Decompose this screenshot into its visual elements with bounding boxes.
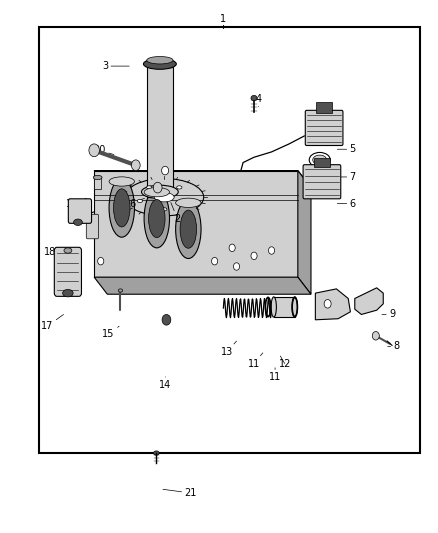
Text: 11: 11 <box>248 353 263 368</box>
FancyBboxPatch shape <box>274 297 295 317</box>
Circle shape <box>162 314 171 325</box>
Text: 20: 20 <box>94 146 114 155</box>
Ellipse shape <box>162 208 167 211</box>
Text: 13: 13 <box>221 341 237 357</box>
Text: 12: 12 <box>279 356 291 368</box>
Polygon shape <box>315 289 350 320</box>
Polygon shape <box>94 277 311 294</box>
Text: 17: 17 <box>41 314 64 331</box>
FancyBboxPatch shape <box>314 158 330 167</box>
Ellipse shape <box>251 95 257 101</box>
Polygon shape <box>298 171 311 294</box>
Text: 7: 7 <box>337 172 356 182</box>
Ellipse shape <box>143 59 177 69</box>
Circle shape <box>324 300 331 308</box>
Text: 15: 15 <box>102 326 119 339</box>
Text: 10: 10 <box>366 294 382 303</box>
Ellipse shape <box>141 185 178 199</box>
Ellipse shape <box>176 198 201 207</box>
Circle shape <box>98 257 104 265</box>
FancyBboxPatch shape <box>94 177 101 189</box>
Circle shape <box>153 182 162 193</box>
Text: 11: 11 <box>269 368 281 382</box>
Ellipse shape <box>271 297 276 317</box>
Text: 4: 4 <box>255 94 261 107</box>
Polygon shape <box>355 288 383 314</box>
Text: 1: 1 <box>220 14 226 27</box>
Text: 18: 18 <box>44 247 70 256</box>
Bar <box>39 27 420 453</box>
Ellipse shape <box>144 188 170 197</box>
Circle shape <box>131 160 140 171</box>
FancyBboxPatch shape <box>303 165 341 199</box>
Text: 5: 5 <box>337 144 356 154</box>
Ellipse shape <box>109 177 134 186</box>
Text: 9: 9 <box>382 310 395 319</box>
Ellipse shape <box>137 199 142 203</box>
FancyBboxPatch shape <box>305 110 343 146</box>
Ellipse shape <box>118 289 123 292</box>
Ellipse shape <box>125 179 204 216</box>
Ellipse shape <box>144 189 170 248</box>
Ellipse shape <box>109 179 134 237</box>
Circle shape <box>251 252 257 260</box>
Circle shape <box>233 263 240 270</box>
Ellipse shape <box>64 248 72 253</box>
Circle shape <box>162 166 169 175</box>
Ellipse shape <box>147 186 152 189</box>
Circle shape <box>212 257 218 265</box>
Ellipse shape <box>154 192 174 202</box>
Text: 3: 3 <box>102 61 129 71</box>
Circle shape <box>89 144 99 157</box>
Ellipse shape <box>176 200 201 259</box>
Ellipse shape <box>186 199 191 203</box>
Circle shape <box>229 244 235 252</box>
FancyBboxPatch shape <box>86 214 99 239</box>
Ellipse shape <box>292 297 297 317</box>
Circle shape <box>372 332 379 340</box>
Ellipse shape <box>74 219 82 225</box>
Circle shape <box>268 247 275 254</box>
Text: 8: 8 <box>388 342 399 351</box>
Polygon shape <box>147 67 173 197</box>
Ellipse shape <box>177 186 182 189</box>
Ellipse shape <box>147 56 173 64</box>
Text: 2: 2 <box>171 203 180 223</box>
FancyBboxPatch shape <box>68 199 92 223</box>
Polygon shape <box>94 171 311 188</box>
Ellipse shape <box>313 155 327 165</box>
Polygon shape <box>94 171 298 277</box>
Text: 14: 14 <box>159 377 172 390</box>
Ellipse shape <box>113 189 130 227</box>
Ellipse shape <box>180 210 197 248</box>
Ellipse shape <box>63 289 73 297</box>
FancyBboxPatch shape <box>54 247 81 296</box>
Text: 6: 6 <box>337 199 356 208</box>
Text: 16: 16 <box>125 198 145 208</box>
Text: 19: 19 <box>66 198 87 208</box>
Ellipse shape <box>153 451 159 455</box>
Ellipse shape <box>93 175 102 180</box>
Text: 21: 21 <box>163 488 197 498</box>
Ellipse shape <box>148 199 165 238</box>
FancyBboxPatch shape <box>316 102 332 113</box>
